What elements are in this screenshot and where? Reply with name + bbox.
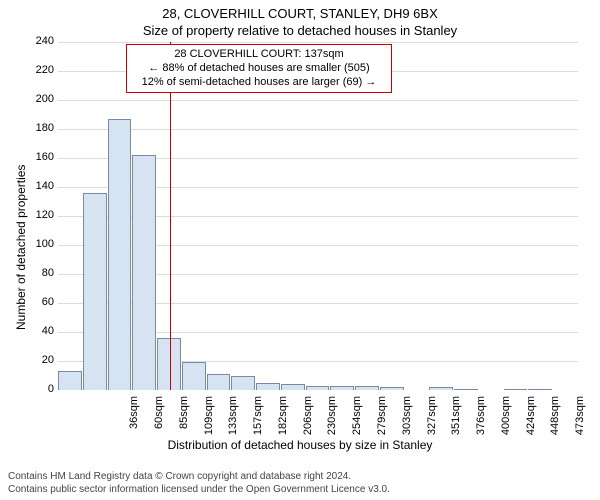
x-tick-label: 60sqm [153,396,165,456]
gridline [58,100,578,101]
bar [256,383,280,390]
x-tick-label: 36sqm [128,396,140,456]
bar [108,119,132,390]
y-tick-label: 160 [24,151,54,163]
bar [231,376,255,391]
gridline [58,129,578,130]
plot-area [58,42,578,390]
bar [207,374,231,390]
x-tick-label: 424sqm [525,396,537,456]
bar [281,384,305,390]
chart-container: 28, CLOVERHILL COURT, STANLEY, DH9 6BX S… [0,0,600,500]
x-tick-label: 448sqm [549,396,561,456]
x-tick-label: 133sqm [227,396,239,456]
bar [429,387,453,390]
x-tick-label: 351sqm [450,396,462,456]
bar [504,389,528,390]
y-tick-label: 220 [24,64,54,76]
x-tick-label: 473sqm [574,396,586,456]
y-tick-label: 0 [24,383,54,395]
annotation-line: 28 CLOVERHILL COURT: 137sqm [132,48,386,62]
y-tick-label: 100 [24,238,54,250]
y-tick-label: 140 [24,180,54,192]
x-tick-label: 254sqm [351,396,363,456]
x-tick-label: 400sqm [500,396,512,456]
footer-line-2: Contains public sector information licen… [8,483,592,496]
x-tick-label: 327sqm [426,396,438,456]
bar [132,155,156,390]
x-tick-label: 279sqm [376,396,388,456]
y-tick-label: 240 [24,35,54,47]
bar [330,386,354,390]
y-tick-label: 120 [24,209,54,221]
bar [355,386,379,390]
footer-credits: Contains HM Land Registry data © Crown c… [8,470,592,496]
y-tick-label: 60 [24,296,54,308]
x-tick-label: 109sqm [203,396,215,456]
reference-line [170,42,171,390]
y-tick-label: 80 [24,267,54,279]
y-tick-label: 200 [24,93,54,105]
x-tick-label: 376sqm [475,396,487,456]
bar [182,362,206,390]
footer-line-1: Contains HM Land Registry data © Crown c… [8,470,592,483]
annotation-line: ← 88% of detached houses are smaller (50… [132,62,386,76]
x-tick-label: 206sqm [302,396,314,456]
bar [454,389,478,390]
bar [380,387,404,390]
chart-title: 28, CLOVERHILL COURT, STANLEY, DH9 6BX [0,0,600,21]
bar [83,193,107,390]
chart-subtitle: Size of property relative to detached ho… [0,21,600,38]
x-tick-label: 230sqm [326,396,338,456]
x-tick-label: 157sqm [252,396,264,456]
y-tick-label: 20 [24,354,54,366]
x-tick-label: 303sqm [401,396,413,456]
annotation-box: 28 CLOVERHILL COURT: 137sqm← 88% of deta… [126,44,392,93]
bar [306,386,330,390]
bar [528,389,552,390]
bar [58,371,82,390]
x-tick-label: 85sqm [178,396,190,456]
x-tick-label: 182sqm [277,396,289,456]
y-tick-label: 40 [24,325,54,337]
annotation-line: 12% of semi-detached houses are larger (… [132,76,386,90]
gridline [58,42,578,43]
y-tick-label: 180 [24,122,54,134]
